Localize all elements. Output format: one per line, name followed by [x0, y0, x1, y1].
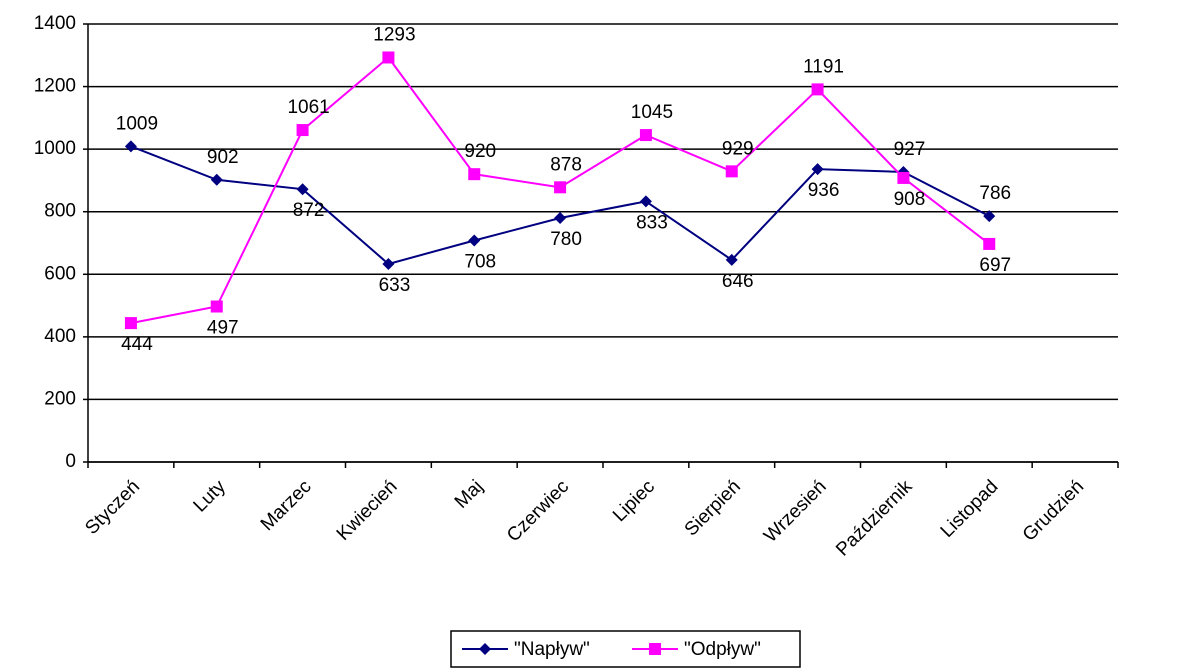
- marker: [725, 253, 738, 266]
- data-label: 920: [464, 141, 496, 162]
- y-tick-label: 200: [44, 388, 76, 409]
- marker: [983, 210, 996, 223]
- marker: [639, 129, 652, 142]
- y-tick-label: 0: [65, 451, 76, 472]
- data-label: 1009: [116, 113, 158, 134]
- x-tick-label: Marzec: [257, 476, 316, 535]
- legend-marker: [479, 643, 491, 655]
- marker: [554, 211, 567, 224]
- data-label: 786: [979, 183, 1011, 204]
- y-tick-label: 600: [44, 263, 76, 284]
- data-label: 908: [894, 189, 926, 210]
- marker: [210, 300, 223, 313]
- legend-box: [450, 630, 801, 668]
- data-label: 708: [464, 252, 496, 273]
- data-label: 927: [894, 139, 926, 160]
- data-label: 833: [636, 212, 668, 233]
- x-tick-label: Kwiecień: [333, 476, 402, 545]
- x-tick-label: Luty: [190, 476, 231, 517]
- marker: [811, 83, 824, 96]
- y-tick-label: 1400: [34, 13, 76, 34]
- marker: [124, 140, 137, 153]
- data-label: 929: [722, 138, 754, 159]
- marker: [296, 183, 309, 196]
- data-label: 1061: [287, 97, 329, 118]
- x-tick-label: Listopad: [937, 476, 1003, 542]
- data-label: 902: [207, 147, 239, 168]
- marker: [468, 234, 481, 247]
- y-tick-label: 800: [44, 201, 76, 222]
- legend-label: "Odpływ": [684, 639, 761, 660]
- y-tick-label: 400: [44, 326, 76, 347]
- marker: [468, 168, 481, 181]
- marker: [554, 181, 567, 194]
- marker: [296, 124, 309, 137]
- data-label: 1045: [631, 102, 673, 123]
- x-tick-label: Lipiec: [609, 476, 659, 526]
- legend-label: "Napływ": [514, 639, 590, 660]
- data-label: 878: [550, 154, 582, 175]
- y-tick-label: 1200: [34, 76, 76, 97]
- data-label: 1293: [373, 24, 415, 45]
- data-label: 646: [722, 271, 754, 292]
- data-label: 497: [207, 318, 239, 339]
- x-tick-label: Maj: [451, 476, 488, 513]
- x-tick-label: Październik: [832, 476, 917, 561]
- legend: "Napływ" "Odpływ": [450, 630, 801, 668]
- data-label: 936: [808, 180, 840, 201]
- data-label: 872: [293, 200, 325, 221]
- data-label: 633: [379, 275, 411, 296]
- marker: [382, 257, 395, 270]
- marker: [983, 237, 996, 250]
- data-label: 697: [979, 255, 1011, 276]
- x-tick-label: Wrzesień: [760, 476, 831, 547]
- marker: [210, 173, 223, 186]
- marker: [725, 165, 738, 178]
- y-tick-label: 1000: [34, 138, 76, 159]
- x-tick-label: Grudzień: [1019, 476, 1088, 545]
- legend-marker: [649, 643, 661, 655]
- x-tick-label: Czerwiec: [503, 476, 573, 546]
- data-label: 1191: [803, 56, 844, 77]
- marker: [382, 51, 395, 64]
- x-tick-label: Sierpień: [681, 476, 745, 540]
- x-tick-label: Styczeń: [81, 476, 144, 539]
- data-label: 444: [121, 334, 153, 355]
- marker: [639, 195, 652, 208]
- marker: [897, 171, 910, 184]
- data-label: 780: [550, 229, 582, 250]
- marker: [811, 163, 824, 176]
- marker: [124, 317, 137, 330]
